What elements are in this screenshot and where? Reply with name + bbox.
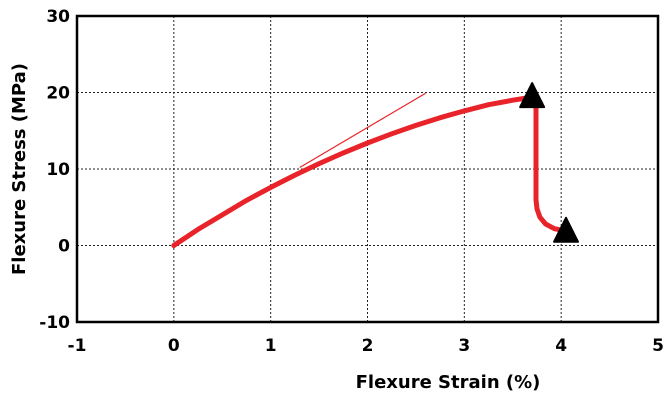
y-tick-label: 10 [46,160,70,180]
x-axis-ticks: -1 0 1 2 3 4 5 [68,336,664,356]
markers-layer [519,82,580,243]
x-tick-label: 1 [265,336,277,356]
series-line-2 [533,93,574,235]
triangle-marker-1 [519,82,546,109]
x-tick-label: 5 [652,336,664,356]
series-line-1 [171,93,539,248]
triangle-marker-2 [553,216,580,243]
y-axis-title: Flexure Stress (MPa) [9,63,30,275]
x-tick-label: -1 [68,336,87,356]
y-tick-label: 0 [58,237,70,257]
y-tick-label: -10 [39,313,70,333]
y-tick-label: 20 [46,84,70,104]
grid-lines [77,16,658,322]
x-axis-title: Flexure Strain (%) [356,372,541,393]
tangent-line [299,92,426,168]
x-tick-label: 2 [362,336,374,356]
y-tick-label: 30 [46,7,70,27]
x-tick-label: 3 [458,336,470,356]
x-tick-label: 0 [168,336,180,356]
plot-frame [75,14,660,324]
y-axis-ticks: 30 20 10 0 -10 [39,7,70,333]
x-tick-label: 4 [555,336,567,356]
